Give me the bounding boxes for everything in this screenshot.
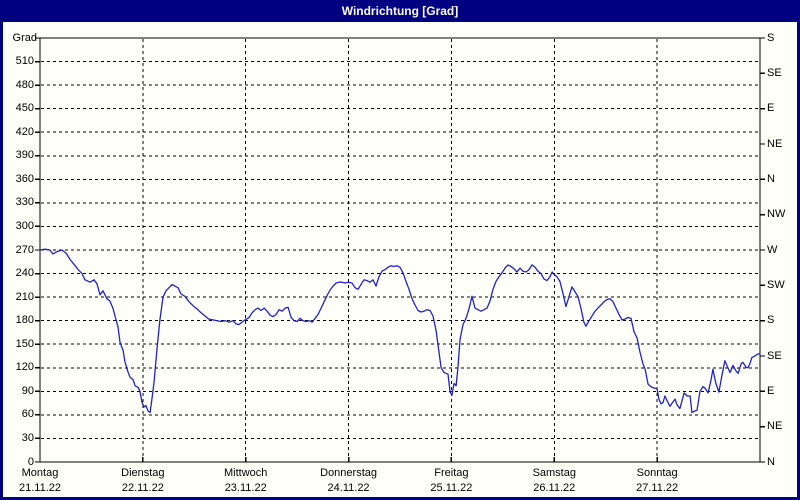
y-axis-right-tick-label: SW	[767, 278, 785, 291]
y-axis-left-tick-label: 0	[27, 455, 34, 468]
y-axis-right-tick-label: NE	[767, 420, 783, 433]
y-axis-right-tick-label: NE	[767, 137, 783, 150]
y-axis-left-tick-label: 150	[15, 337, 34, 350]
x-axis-day-date: 23.11.22	[224, 482, 267, 494]
x-axis-day-name: Samstag	[532, 467, 576, 479]
y-axis-left-tick-label: 360	[15, 172, 34, 185]
y-axis-left-tick-label: 210	[15, 290, 34, 303]
y-axis-left-title: Grad	[12, 31, 37, 44]
x-axis-day-date: 22.11.22	[121, 482, 164, 494]
y-axis-left-tick-label: 240	[15, 267, 34, 280]
plot-frame	[39, 37, 761, 463]
x-axis-day-date: 24.11.22	[327, 482, 370, 494]
chart-panel: 0 30 60 90 120 150 180 210 240 270 300 330 360 390 420…	[3, 22, 797, 497]
y-axis-right-tick-label: E	[767, 384, 775, 397]
y-axis-left-tick-label: 90	[21, 384, 34, 397]
y-axis-right-tick-label: W	[767, 243, 778, 256]
y-axis-left-tick-label: 120	[15, 361, 34, 374]
y-axis-left-tick-label: 450	[15, 102, 34, 115]
x-axis-day-date: 27.11.22	[636, 482, 679, 494]
y-axis-left-tick-label: 390	[15, 149, 34, 162]
y-axis-left-tick-label: 60	[21, 408, 34, 421]
window-title: Windrichtung [Grad]	[341, 4, 459, 18]
x-axis-day-name: Mittwoch	[224, 467, 268, 479]
y-axis-left-tick-label: 420	[15, 125, 34, 138]
y-axis-right-tick-label: S	[767, 314, 775, 327]
y-axis-left-tick-label: 270	[15, 243, 34, 256]
y-axis-right-tick-label: N	[767, 172, 775, 185]
x-axis-day-name: Dienstag	[121, 467, 165, 479]
y-axis-left-tick-label: 180	[15, 314, 34, 327]
y-axis-right-tick-label: N	[767, 455, 775, 468]
x-axis-day-name: Donnerstag	[320, 467, 377, 479]
x-axis-day-date: 21.11.22	[18, 482, 61, 494]
y-axis-left-tick-label: 510	[15, 55, 34, 68]
x-axis-day-date: 25.11.22	[430, 482, 473, 494]
y-axis-right-tick-label: E	[767, 102, 775, 115]
y-axis-right-tick-label: NW	[767, 208, 786, 221]
x-axis-day-name: Sonntag	[636, 467, 678, 479]
y-axis-right-tick-label: SE	[767, 66, 782, 79]
y-axis-right-tick-label: SE	[767, 349, 782, 362]
x-axis-day-name: Freitag	[434, 467, 469, 479]
y-axis-left-tick-label: 330	[15, 196, 34, 209]
title-bar: Windrichtung [Grad]	[0, 0, 800, 22]
wind-direction-series	[39, 248, 761, 414]
x-axis-day-date: 26.11.22	[533, 482, 576, 494]
y-axis-left-tick-label: 480	[15, 78, 34, 91]
y-axis-left-tick-label: 30	[21, 431, 34, 444]
y-axis-right-tick-label: S	[767, 31, 775, 44]
y-axis-left-tick-label: 300	[15, 219, 34, 232]
x-axis-day-name: Montag	[21, 467, 59, 479]
